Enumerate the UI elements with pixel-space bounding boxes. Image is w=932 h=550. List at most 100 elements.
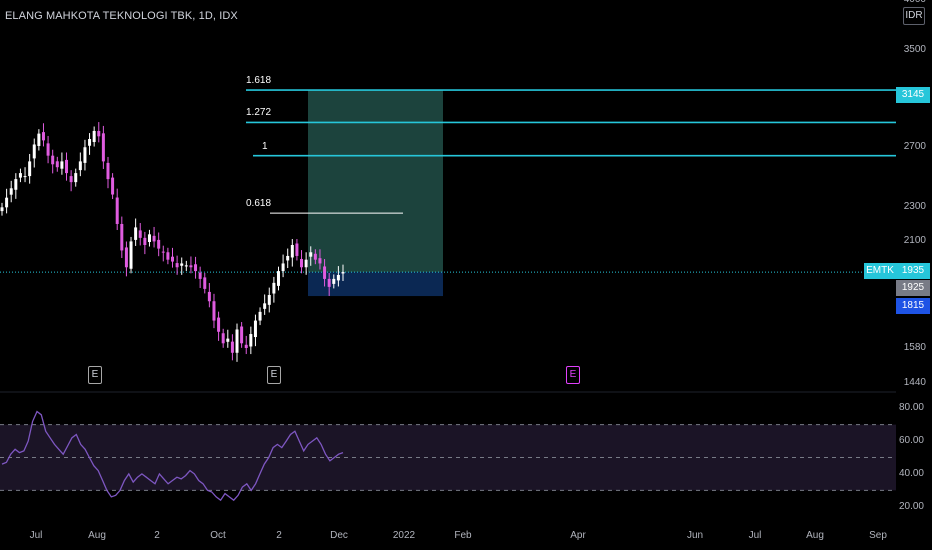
price-tick-label: 2300 <box>903 201 926 213</box>
candle-body <box>281 263 285 272</box>
candle-body <box>32 144 36 159</box>
candle-body <box>166 252 170 260</box>
candle-body <box>78 161 82 171</box>
time-tick-label: Jul <box>29 530 43 541</box>
time-tick-label: Jun <box>686 530 704 541</box>
fib-level-label: 1 <box>262 140 268 152</box>
fib-top-price-tag: 3145 <box>896 87 930 103</box>
time-tick-label: 2022 <box>392 530 416 541</box>
candle-body <box>309 252 313 257</box>
candle-body <box>276 271 280 286</box>
symbol-tag: EMTK <box>864 263 896 279</box>
time-tick-label: 2 <box>276 530 282 541</box>
candle-body <box>111 177 115 195</box>
candle-body <box>230 341 234 353</box>
candle-body <box>189 265 193 268</box>
time-tick-label: Jul <box>748 530 762 541</box>
time-tick-label: Dec <box>330 530 348 541</box>
price-tick-label: 4000 <box>904 0 926 5</box>
candle-body <box>55 161 59 168</box>
candle-body <box>221 333 225 344</box>
candle-body <box>194 264 198 272</box>
candle-body <box>203 277 207 289</box>
candle-body <box>226 338 230 342</box>
price-tick-label: 3500 <box>903 44 926 56</box>
candle-body <box>180 263 184 266</box>
price-tick-label: 2700 <box>903 141 926 153</box>
time-tick-label: Aug <box>806 530 824 541</box>
candle-body <box>18 173 22 178</box>
candle-body <box>120 223 124 251</box>
time-tick-label: Aug <box>88 530 106 541</box>
rsi-tick-label: 80.00 <box>898 402 924 414</box>
candle-body <box>101 133 105 162</box>
candle-body <box>240 326 244 344</box>
candle-body <box>313 253 317 260</box>
rsi-tick-label: 40.00 <box>898 467 924 479</box>
candle-body <box>92 130 96 143</box>
price-pane <box>0 89 896 393</box>
prev-close-tag: 1925 <box>896 280 930 296</box>
candle-body <box>161 251 165 253</box>
candle-body <box>46 143 50 156</box>
price-tick-label: 1580 <box>903 341 926 353</box>
candle-body <box>51 155 55 165</box>
time-tick-label: Oct <box>210 530 226 541</box>
candle-body <box>323 266 327 279</box>
candle-body <box>235 329 239 353</box>
candles <box>0 122 345 362</box>
candle-body <box>318 258 322 264</box>
fib-level-label: 0.618 <box>246 198 272 210</box>
candle-body <box>253 320 257 338</box>
candle-body <box>212 301 216 321</box>
candle-body <box>157 239 161 249</box>
currency-badge[interactable]: IDR <box>903 7 925 25</box>
candle-body <box>300 258 304 268</box>
candle-body <box>152 235 156 242</box>
candle-body <box>244 344 248 348</box>
candle-body <box>143 237 147 245</box>
candle-body <box>124 247 128 268</box>
candle-body <box>37 133 41 146</box>
earnings-event-icon[interactable]: E <box>267 366 281 384</box>
earnings-event-icon[interactable]: E <box>566 366 580 384</box>
candle-body <box>9 188 13 195</box>
candle-body <box>28 161 32 177</box>
candle-body <box>0 207 4 212</box>
fib-level-label: 1.272 <box>246 107 272 119</box>
candle-body <box>290 244 294 258</box>
candle-body <box>341 272 345 274</box>
candle-body <box>332 278 336 284</box>
time-tick-label: Feb <box>454 530 472 541</box>
candle-body <box>304 259 308 268</box>
candle-body <box>295 243 299 256</box>
candle-body <box>134 227 138 240</box>
position-target-zone <box>308 90 443 273</box>
candle-body <box>184 265 188 267</box>
candle-body <box>14 179 18 190</box>
earnings-event-icon[interactable]: E <box>88 366 102 384</box>
candle-body <box>115 197 119 224</box>
rsi-line <box>1 410 344 502</box>
time-tick-label: 2 <box>154 530 160 541</box>
candle-body <box>171 256 174 262</box>
candle-body <box>23 176 27 178</box>
candle-body <box>106 162 110 180</box>
time-tick-label: Sep <box>869 530 887 541</box>
rsi-pane <box>0 410 896 502</box>
candle-body <box>263 303 267 309</box>
candle-body <box>97 130 101 137</box>
candle-body <box>272 282 276 294</box>
candle-body <box>138 230 142 238</box>
candle-body <box>69 176 73 183</box>
rsi-tick-label: 60.00 <box>898 435 924 447</box>
candle-body <box>65 159 69 174</box>
candle-body <box>198 272 202 279</box>
last-price-tag: 1935 <box>896 263 930 279</box>
candle-body <box>88 139 92 146</box>
candle-body <box>336 274 340 281</box>
candle-body <box>217 317 221 332</box>
position-stop-zone <box>308 272 443 297</box>
candle-body <box>207 291 211 302</box>
